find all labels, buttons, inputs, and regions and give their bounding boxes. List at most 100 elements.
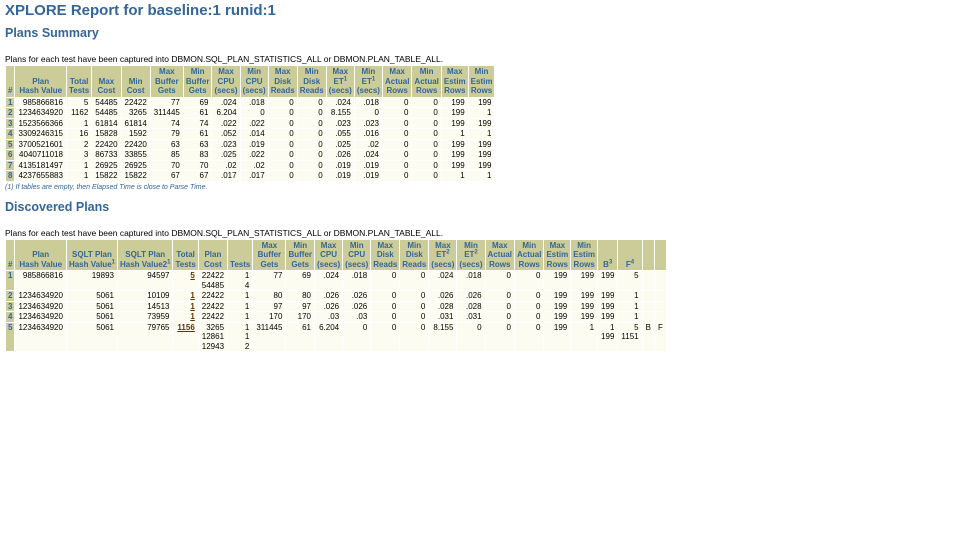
discovered-plans-intro: Plans for each test have been captured i… — [5, 227, 444, 238]
table-cell: 63 — [182, 138, 213, 150]
table-cell: .019 — [325, 170, 355, 182]
table-cell: 0 — [370, 270, 401, 291]
col-min-cpu: Min CPU (secs) — [239, 65, 269, 98]
table-cell — [653, 311, 667, 323]
plans-summary-intro: Plans for each test have been captured i… — [5, 54, 444, 64]
table-cell: 86733 — [91, 149, 122, 161]
table-cell: .02 — [353, 138, 383, 150]
table-cell[interactable]: 1 — [172, 300, 199, 312]
table-cell: 199 — [597, 290, 619, 302]
row-number: 2 — [4, 290, 16, 302]
table-cell: 0 — [411, 107, 442, 119]
row-number: 5 — [4, 321, 16, 352]
table-cell: 15828 — [91, 128, 122, 140]
table-cell: 6.204 — [314, 321, 344, 352]
table-cell: 61 — [285, 321, 316, 352]
table-cell: .014 — [239, 128, 269, 140]
table-cell: 0 — [296, 128, 327, 140]
table-row: 2 1234634920 1162 54485 3265 311445 61 6.204 0 0 0… — [4, 107, 496, 119]
table-cell: 199 — [467, 159, 496, 171]
table-cell: 73959 — [116, 311, 174, 323]
table-cell: 69 — [285, 270, 316, 291]
table-cell: 0 — [381, 149, 413, 161]
table-cell: 199 — [543, 270, 572, 291]
table-cell: 0 — [353, 107, 383, 119]
table-cell: .024 — [325, 96, 355, 108]
table-cell: 0 — [267, 128, 298, 140]
table-cell: .031 — [428, 311, 458, 323]
table-cell: 0 — [513, 290, 545, 302]
col-min-buffer-gets: Min Buffer Gets — [182, 65, 213, 98]
table-cell: 22422 — [197, 290, 229, 302]
table-cell: 1 — [467, 170, 496, 182]
table-row: 4 3309246315 16 15828 1592 79 61.052.014 0 0.055… — [4, 128, 496, 140]
total-tests-link[interactable]: 1156 — [177, 322, 195, 332]
table-cell: 3 — [65, 149, 93, 161]
table-cell: 8.155 — [428, 321, 458, 352]
total-tests-link[interactable]: 1 — [190, 301, 195, 311]
table-cell: 1 — [227, 311, 254, 323]
table-cell: .03 — [342, 311, 372, 323]
row-number: 1 — [4, 270, 16, 291]
discovered-plans-header-row: # Plan Hash Value SQLT Plan Hash Value1 SQ… — [4, 238, 667, 271]
col-min-buffer-gets: Min Buffer Gets — [285, 238, 316, 271]
col-max-et: Max ET2 (secs) — [428, 238, 458, 271]
table-cell — [653, 300, 667, 312]
table-cell: 199 — [467, 96, 496, 108]
discovered-plans-table: # Plan Hash Value SQLT Plan Hash Value1 SQ… — [4, 238, 667, 353]
table-cell: .017 — [211, 170, 241, 182]
table-cell: 1234634920 — [14, 311, 67, 323]
table-cell: 3700521601 — [14, 138, 67, 150]
table-cell: .026 — [428, 290, 458, 302]
table-cell: 0 — [484, 300, 516, 312]
col-sqlt-plan-hash-value: SQLT Plan Hash Value1 — [65, 238, 118, 271]
table-cell: 85 — [149, 149, 184, 161]
table-cell: 0 — [381, 117, 413, 129]
total-tests-link[interactable]: 5 — [190, 271, 195, 280]
table-cell[interactable]: 1156 — [172, 321, 199, 352]
table-cell: 199 — [440, 159, 469, 171]
table-cell[interactable]: 1 — [172, 290, 199, 302]
table-cell: 77 — [252, 270, 287, 291]
total-tests-link[interactable]: 1 — [190, 312, 195, 321]
table-cell: .026 — [314, 300, 344, 312]
col-min-cost: Min Cost — [120, 65, 151, 98]
table-cell: 1 — [440, 128, 469, 140]
table-cell: 0 — [267, 117, 298, 129]
table-cell[interactable]: 5 — [172, 270, 199, 291]
table-cell: .026 — [456, 290, 486, 302]
table-cell: 19893 — [65, 270, 118, 291]
table-cell: .016 — [353, 128, 383, 140]
table-cell: .019 — [353, 170, 383, 182]
table-cell: 0 — [267, 170, 298, 182]
table-cell: 0 — [399, 311, 430, 323]
table-cell: 199 — [440, 96, 469, 108]
table-cell: 0 — [370, 300, 401, 312]
row-number: 4 — [4, 128, 16, 140]
table-cell: 199 — [570, 311, 599, 323]
table-cell: 80 — [252, 290, 287, 302]
plans-summary-header-row: # Plan Hash Value Total Tests Max Cost Min C… — [4, 65, 496, 98]
col-rownum: # — [4, 65, 16, 98]
table-cell — [641, 300, 655, 312]
table-cell: .023 — [211, 138, 241, 150]
row-number: 3 — [4, 117, 16, 129]
table-cell: 199 — [597, 311, 619, 323]
table-cell: 16 — [65, 128, 93, 140]
table-cell: 0 — [381, 138, 413, 150]
table-cell: 61 — [182, 128, 213, 140]
col-max-disk-reads: Max Disk Reads — [267, 65, 298, 98]
table-cell: 74 — [182, 117, 213, 129]
table-cell: 1 — [617, 311, 643, 323]
total-tests-link[interactable]: 1 — [190, 291, 195, 300]
table-cell: 0 — [267, 159, 298, 171]
col-min-cpu: Min CPU (secs) — [342, 238, 372, 271]
table-cell[interactable]: 1 — [172, 311, 199, 323]
row-number: 6 — [4, 149, 16, 161]
table-cell: 1592 — [120, 128, 151, 140]
table-cell: 15822 — [120, 170, 151, 182]
table-cell: 985866816 — [14, 270, 67, 291]
table-cell: .018 — [353, 96, 383, 108]
table-cell: .018 — [456, 270, 486, 291]
